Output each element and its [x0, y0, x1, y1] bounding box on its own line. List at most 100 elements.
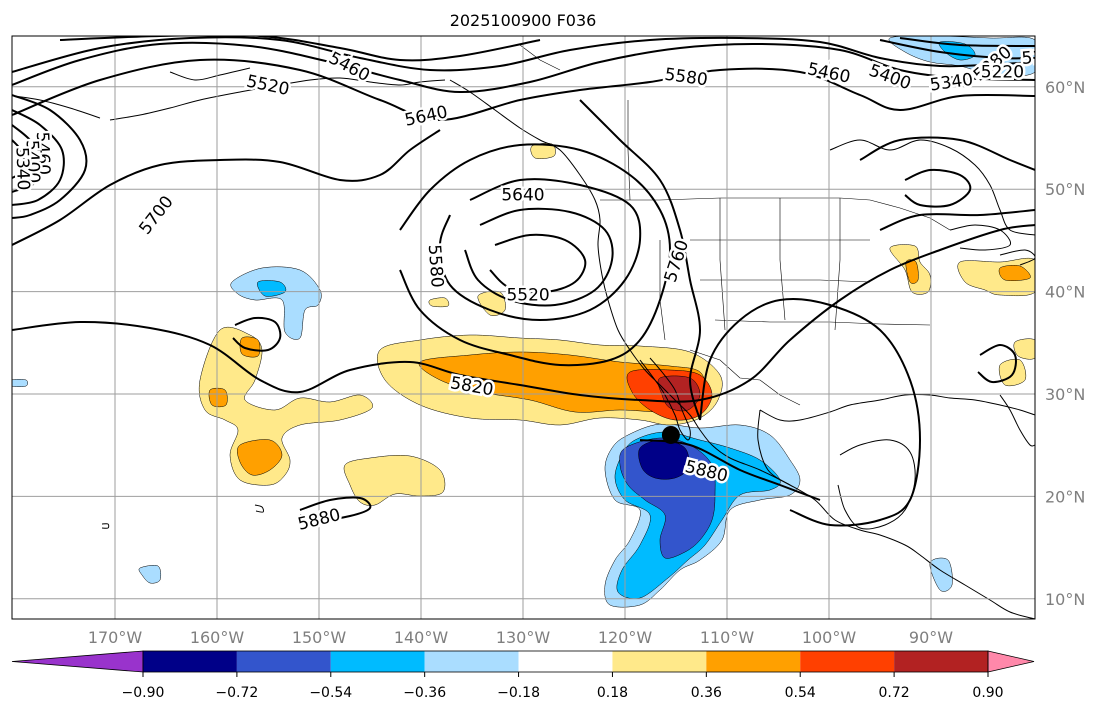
lon-tick-label: 150°W	[292, 628, 347, 647]
coastline-2	[759, 394, 1035, 422]
height-contour-3	[12, 58, 1035, 122]
coastline-10	[949, 224, 1012, 251]
lon-tick-label: 170°W	[88, 628, 143, 647]
anom-pos-west-b	[237, 439, 283, 476]
colorbar-segment	[518, 651, 613, 672]
height-contours	[12, 36, 1035, 527]
coastline-13	[101, 523, 110, 529]
height-contour-13	[299, 496, 372, 522]
height-contour-18	[579, 99, 702, 421]
lat-tick-label: 10°N	[1045, 590, 1085, 609]
contour-label: 5160	[1021, 45, 1066, 69]
contour-label: 5460	[32, 131, 53, 175]
coastline-0	[449, 79, 1035, 619]
colorbar-tick-label: 0.54	[785, 685, 816, 701]
anomaly-fills	[12, 36, 1035, 608]
border-10	[627, 100, 631, 201]
lon-tick-label: 130°W	[496, 628, 551, 647]
contour-label: 5400	[22, 140, 43, 184]
coastline-12	[254, 504, 264, 513]
anom-pos-west-c	[208, 387, 228, 408]
coastlines	[13, 67, 1035, 619]
graticule	[12, 36, 1035, 619]
coastline-7	[13, 95, 101, 119]
height-contour-6	[12, 94, 88, 219]
colorbar-tick-label: −0.54	[309, 685, 352, 701]
colorbar-tick-label: 0.90	[972, 685, 1003, 701]
border-4	[714, 319, 931, 326]
lon-tick-label: 90°W	[909, 628, 953, 647]
anom-neg-ep-core	[638, 439, 690, 480]
anom-pos-west-a	[239, 336, 261, 358]
lon-tick-label: 140°W	[394, 628, 449, 647]
map-title: 2025100900 F036	[450, 11, 597, 30]
colorbar-segment	[706, 651, 801, 672]
colorbar-tick-label: 0.18	[597, 685, 628, 701]
lon-tick-label: 110°W	[700, 628, 755, 647]
coastline-5	[999, 394, 1035, 447]
anom-neg-s1	[138, 565, 162, 584]
coastline-6	[109, 77, 446, 121]
lat-tick-label: 60°N	[1045, 78, 1085, 97]
contour-label: 5640	[501, 185, 544, 205]
colorbar-segment	[330, 651, 425, 672]
height-contour-20	[904, 168, 972, 208]
colorbar-extend-high	[987, 650, 1035, 673]
border-6	[719, 198, 726, 331]
colorbar-tick-label: 0.72	[879, 685, 910, 701]
coastline-3	[757, 409, 791, 486]
border-1	[869, 199, 951, 231]
border-11	[519, 44, 561, 71]
coastline-11	[999, 249, 1035, 266]
contour-label: 5580	[424, 244, 447, 289]
coastline-1	[639, 357, 691, 441]
colorbar-segment	[143, 651, 237, 672]
colorbar-segment	[894, 651, 988, 672]
lat-tick-label: 30°N	[1045, 385, 1085, 404]
height-contour-1	[12, 36, 1035, 73]
height-contour-11	[12, 224, 1035, 403]
contour-label: 5520	[506, 286, 549, 306]
coastline-8	[169, 67, 251, 81]
height-contour-7	[12, 109, 65, 206]
colorbar-tick-label: −0.36	[403, 685, 446, 701]
height-contour-9	[12, 139, 26, 179]
map-frame	[11, 35, 1036, 620]
colorbar-segment	[612, 651, 707, 672]
height-contour-23	[232, 316, 282, 352]
contour-label: 5340	[11, 147, 32, 191]
border-0	[600, 197, 871, 201]
height-contour-0	[12, 41, 1035, 94]
height-contour-16	[489, 233, 587, 294]
colorbar-tick-label: −0.72	[215, 685, 258, 701]
lat-tick-label: 40°N	[1045, 283, 1085, 302]
contour-label: 5220	[981, 62, 1024, 82]
border-3	[700, 279, 871, 283]
height-contour-24	[977, 343, 1017, 384]
height-contour-21	[859, 136, 1035, 171]
height-contour-8	[12, 124, 44, 193]
colorbar-segment	[236, 651, 331, 672]
height-contour-4	[879, 39, 1035, 60]
colorbar-segment	[800, 651, 895, 672]
lat-tick-label: 50°N	[1045, 180, 1085, 199]
height-contour-14	[438, 178, 642, 322]
coastline-9	[829, 139, 1035, 236]
colorbar-tick-label: −0.18	[497, 685, 540, 701]
storm-center-marker	[661, 425, 680, 444]
lon-tick-label: 160°W	[190, 628, 245, 647]
colorbar: −0.90 −0.72 −0.54 −0.36 −0.18 0.18 0.36 0.54 0.7…	[11, 650, 1035, 701]
axis-labels: 170°W 160°W 150°W 140°W 130°W 120°W 110°W 100°W…	[88, 78, 1086, 647]
colorbar-frame	[142, 650, 989, 673]
colorbar-tick-label: −0.90	[122, 685, 165, 701]
height-contour-5	[899, 37, 1035, 47]
lon-tick-label: 100°W	[802, 628, 857, 647]
colorbar-segment	[424, 651, 519, 672]
height-contour-10	[12, 129, 441, 246]
anom-neg-cp	[230, 266, 322, 340]
anom-pos-s5	[428, 297, 450, 308]
height-contour-22	[879, 209, 1035, 231]
